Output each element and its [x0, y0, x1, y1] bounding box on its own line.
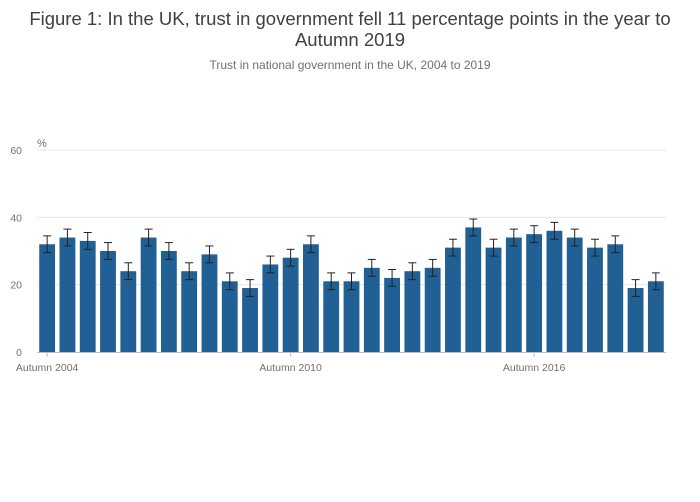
error-bar [164, 242, 173, 260]
error-bar [205, 245, 214, 264]
x-tick-label: Autumn 2004 [16, 362, 79, 374]
bar [262, 264, 279, 352]
bar [363, 267, 380, 352]
error-bar [408, 262, 417, 281]
bar [343, 281, 360, 352]
bar [647, 281, 664, 352]
error-bar [428, 258, 437, 277]
y-axis-unit-label: % [37, 138, 47, 150]
error-bar [266, 255, 275, 274]
x-axis: Autumn 2004 Autumn 2010 Autumn 2016 [16, 352, 666, 374]
bar [79, 240, 96, 352]
error-bar [225, 272, 234, 291]
y-tick-label: 0 [16, 347, 22, 359]
bar [221, 281, 238, 352]
x-tick-label: Autumn 2016 [503, 362, 566, 374]
error-bar [185, 262, 194, 281]
error-bar [448, 238, 457, 257]
y-axis: % 0 20 40 60 [10, 138, 47, 359]
bar [465, 227, 482, 352]
bar [384, 277, 400, 352]
error-bar [631, 279, 640, 297]
bar [303, 244, 319, 352]
error-bar [469, 218, 478, 237]
error-bar [104, 242, 113, 260]
bar [607, 244, 624, 352]
bar [120, 271, 137, 352]
error-bar [306, 235, 315, 254]
bar [160, 251, 177, 352]
bar [181, 271, 198, 352]
bar [59, 237, 76, 352]
bar [445, 247, 461, 352]
error-bar [246, 279, 255, 297]
error-bars [43, 218, 660, 297]
x-tick-label: Autumn 2010 [259, 362, 322, 374]
bar [39, 244, 56, 352]
error-bar [489, 238, 498, 257]
error-bar [124, 262, 133, 281]
bar [566, 237, 583, 352]
chart-subtitle: Trust in national government in the UK, … [209, 58, 491, 72]
bar [242, 288, 258, 352]
error-bar [367, 258, 376, 277]
error-bar [144, 228, 153, 247]
bar [140, 237, 157, 352]
error-bar [286, 248, 295, 267]
bar [100, 251, 116, 352]
error-bar [651, 272, 660, 291]
error-bar [43, 235, 52, 254]
error-bar [570, 228, 579, 247]
error-bar [530, 225, 539, 244]
error-bar [327, 272, 336, 291]
error-bar [550, 221, 559, 240]
error-bar [63, 228, 72, 247]
error-bar [347, 272, 356, 291]
error-bar [388, 269, 397, 287]
y-tick-label: 20 [10, 280, 22, 292]
error-bar [611, 235, 620, 254]
bar [587, 247, 603, 352]
bar [201, 254, 218, 352]
bar [526, 234, 543, 352]
bar [282, 257, 299, 352]
bar [546, 230, 563, 352]
error-bar [83, 231, 92, 250]
y-tick-label: 40 [10, 212, 22, 224]
bar [323, 281, 340, 352]
bar [485, 247, 502, 352]
chart-title: Figure 1: In the UK, trust in government… [29, 8, 671, 50]
bar [627, 288, 644, 352]
error-bar [590, 238, 599, 257]
y-tick-label: 60 [10, 145, 22, 157]
bar [404, 271, 421, 352]
bar [505, 237, 522, 352]
error-bar [509, 228, 518, 247]
bar-series [39, 227, 664, 352]
bar [424, 267, 441, 352]
